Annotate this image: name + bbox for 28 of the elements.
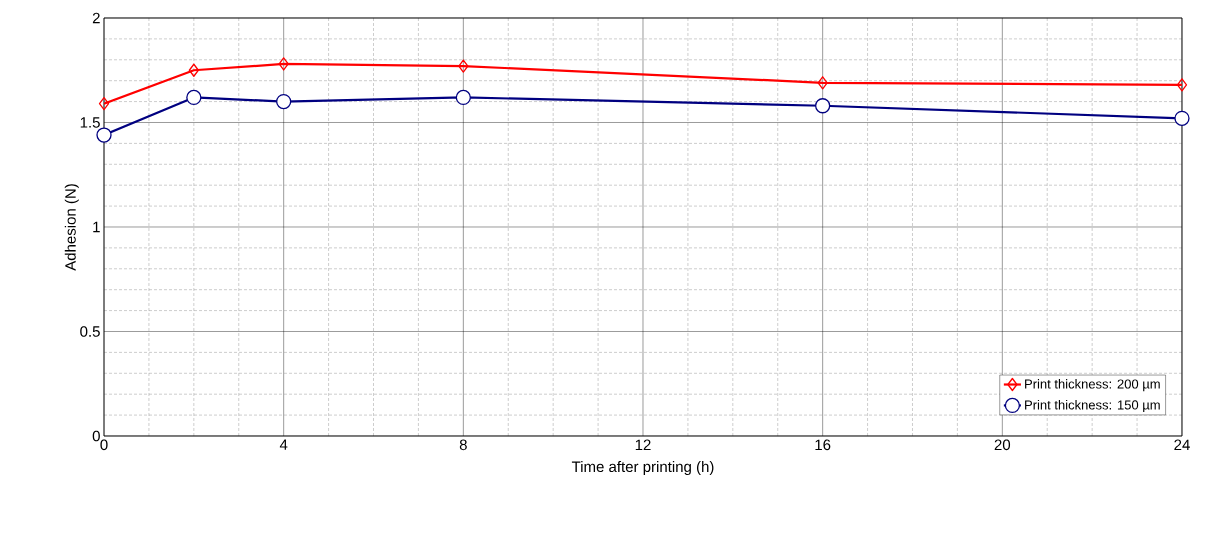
point bbox=[817, 76, 828, 90]
legend-label: Print thickness: 200 µm bbox=[1025, 379, 1160, 392]
x-tick-label: 16 bbox=[815, 439, 831, 451]
x-tick-label: 0 bbox=[100, 439, 108, 451]
y-axis-title: Adhesion (N) bbox=[64, 184, 79, 271]
y-tick-label: 1.5 bbox=[80, 117, 100, 128]
point bbox=[276, 93, 292, 110]
point bbox=[815, 98, 831, 114]
point bbox=[458, 59, 469, 73]
x-tick-label: 12 bbox=[635, 439, 651, 450]
y-tick-label: 0.5 bbox=[80, 326, 100, 337]
x-tick-label: 20 bbox=[994, 439, 1011, 451]
y-tick-label: 0 bbox=[92, 430, 100, 442]
point bbox=[98, 97, 110, 111]
legend-label: Print thickness: 150 µm bbox=[1025, 399, 1160, 413]
x-tick-label: 4 bbox=[279, 439, 288, 450]
x-axis-title: Time after printing (h) bbox=[571, 461, 714, 475]
point bbox=[96, 127, 112, 143]
point bbox=[186, 89, 202, 106]
y-tick-label: 1 bbox=[93, 221, 100, 233]
y-tick-label: 2 bbox=[92, 12, 100, 24]
point bbox=[1176, 78, 1188, 92]
point bbox=[1174, 110, 1190, 126]
point bbox=[188, 63, 199, 77]
point bbox=[278, 57, 289, 71]
x-tick-label: 8 bbox=[459, 439, 467, 451]
x-tick-label: 24 bbox=[1174, 439, 1190, 450]
point bbox=[455, 89, 471, 106]
